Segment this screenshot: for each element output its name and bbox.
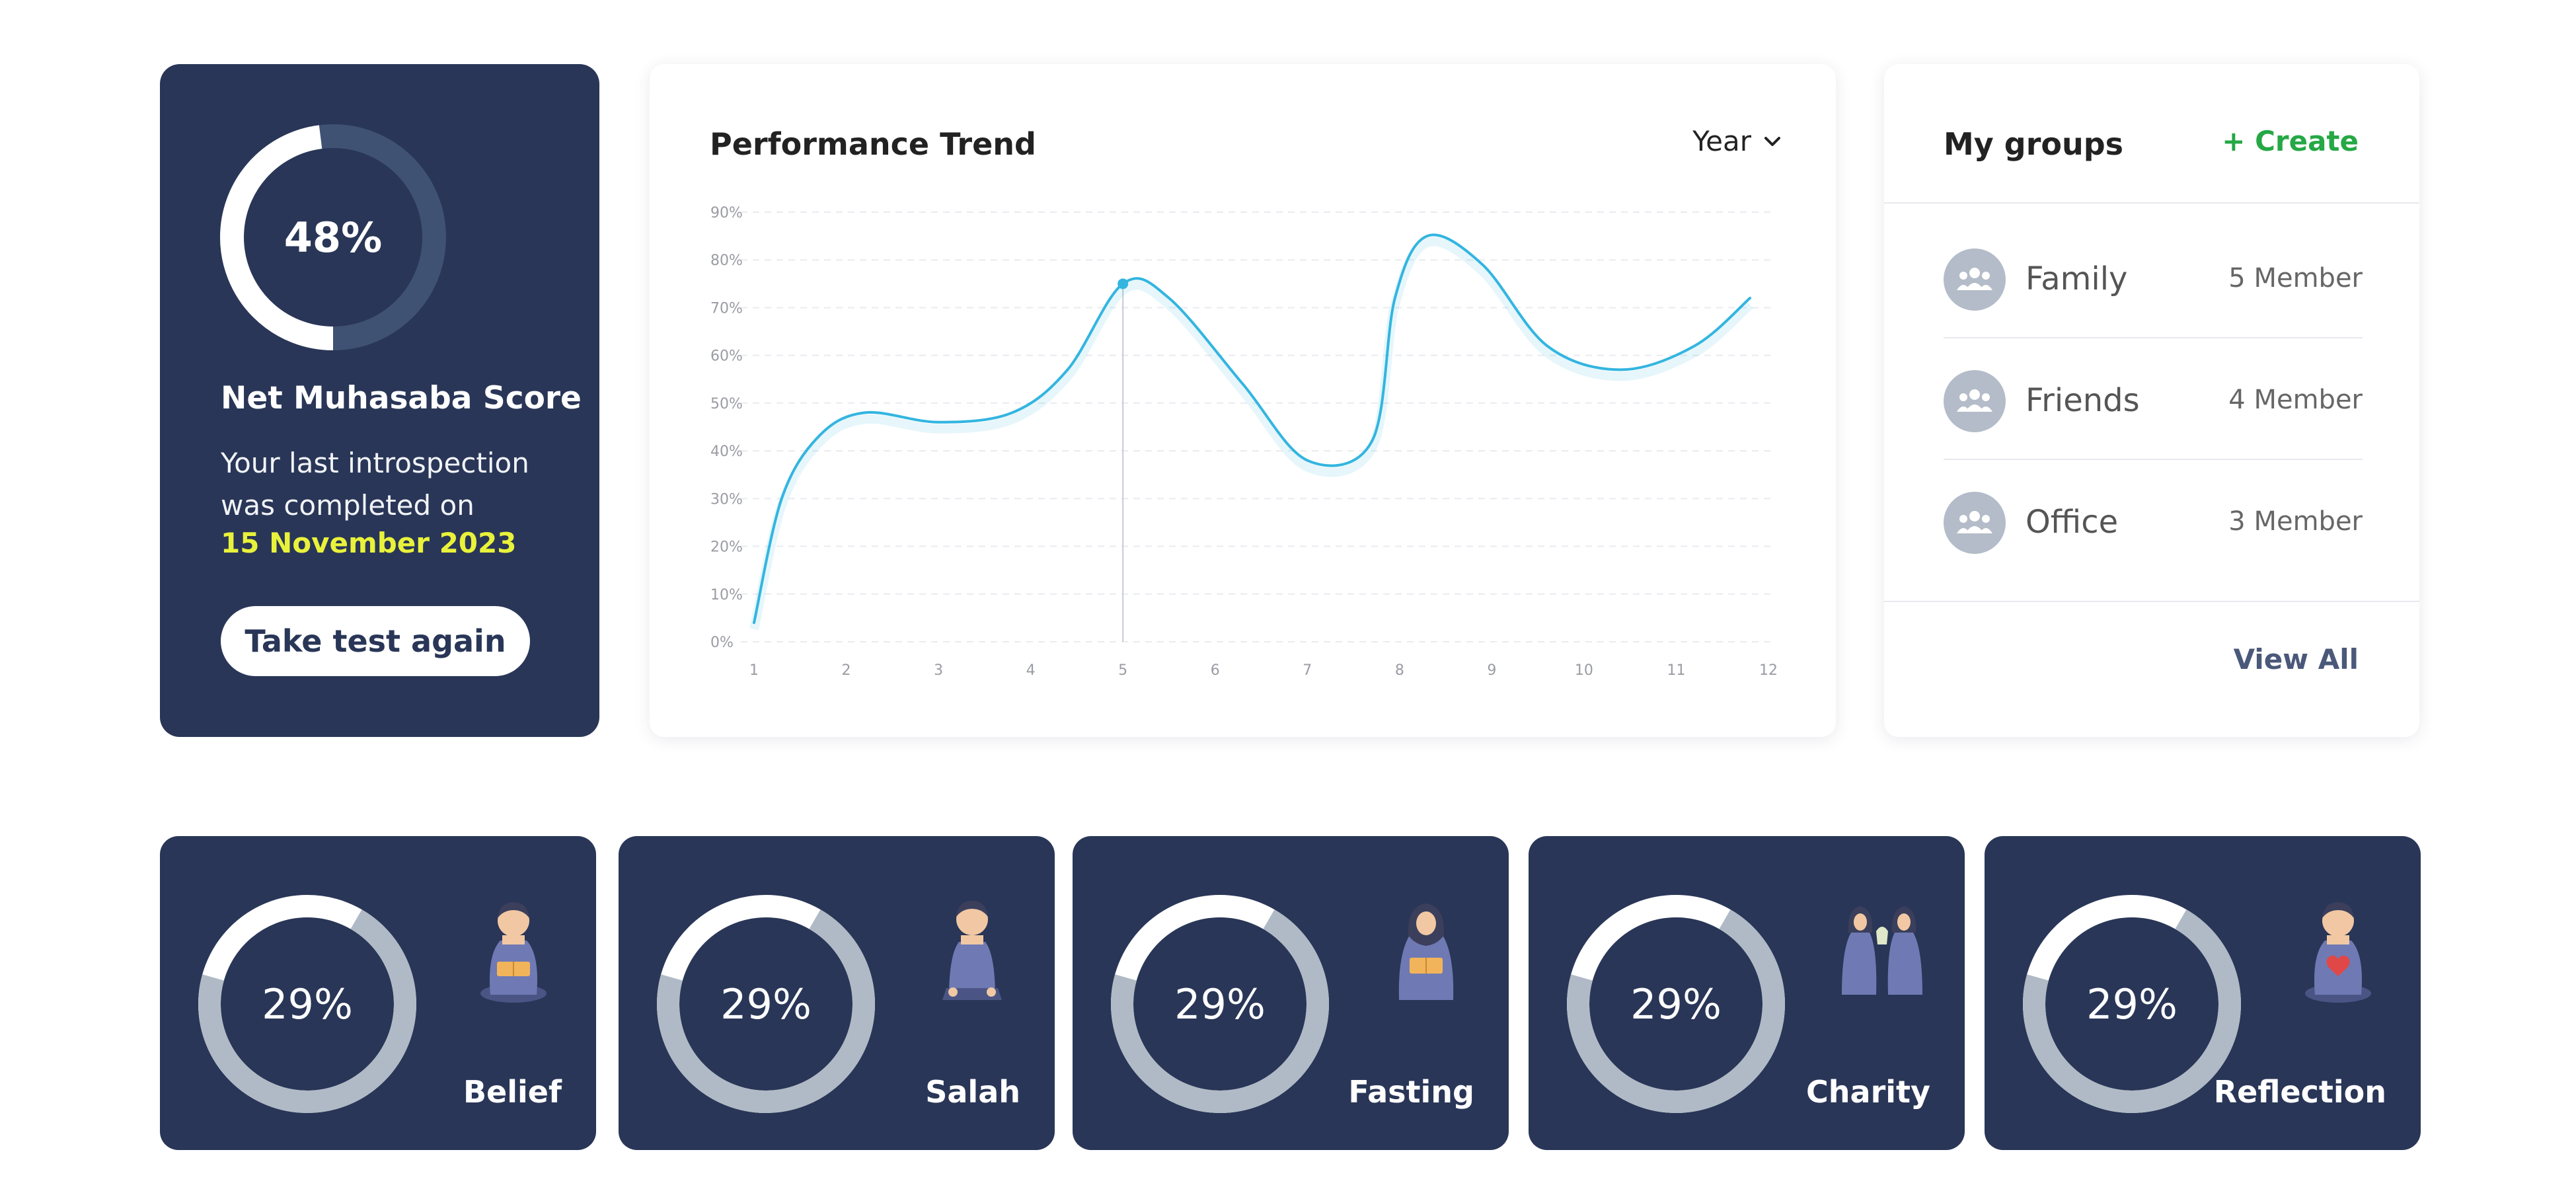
performance-trend-card: Performance Trend Year 0% 10% 20% 30% 40% 50%… <box>650 64 1836 737</box>
group-people-icon <box>1957 268 1992 290</box>
category-progress-ring <box>1567 894 1785 1113</box>
take-test-again-button[interactable]: Take test again <box>221 606 530 676</box>
x-tick-label: 10 <box>1575 662 1593 679</box>
x-tick-label: 12 <box>1759 662 1778 679</box>
period-select[interactable]: Year <box>1692 125 1782 157</box>
y-tick-label: 10% <box>710 587 743 603</box>
category-progress-ring <box>198 894 416 1113</box>
series-line <box>753 233 1752 625</box>
category-label: Salah <box>925 1074 1020 1110</box>
score-percent: 48% <box>284 213 383 262</box>
group-member-count: 4 Member <box>2228 385 2363 415</box>
group-name: Friends <box>2026 382 2140 419</box>
series-line-shadow <box>749 237 1753 631</box>
category-label: Charity <box>1806 1074 1930 1110</box>
groups-header-divider <box>1884 202 2419 204</box>
category-label: Belief <box>463 1074 562 1110</box>
period-select-value: Year <box>1692 125 1751 157</box>
category-label: Reflection <box>2213 1074 2386 1110</box>
y-tick-label: 70% <box>710 300 743 317</box>
y-tick-label: 20% <box>710 539 743 556</box>
category-progress-ring <box>2023 894 2241 1113</box>
score-date: 15 November 2023 <box>221 527 517 559</box>
x-tick-label: 3 <box>934 662 943 679</box>
category-percent: 29% <box>2086 980 2178 1028</box>
category-percent: 29% <box>1174 980 1266 1028</box>
category-progress-ring <box>1111 894 1329 1113</box>
category-progress-ring <box>657 894 875 1113</box>
category-percent: 29% <box>262 980 353 1028</box>
category-percent: 29% <box>720 980 812 1028</box>
group-row-family[interactable]: Family 5 Member <box>1944 217 2363 338</box>
group-member-count: 3 Member <box>2228 506 2363 537</box>
highlight-point <box>1118 278 1129 289</box>
trend-title: Performance Trend <box>710 126 1036 162</box>
create-group-button[interactable]: + Create <box>2222 125 2359 157</box>
y-tick-label: 0% <box>710 635 734 651</box>
performance-trend-chart: 0%10%20%30%40%50%60%70%80%90%1 2 3 4 5 6 7 8 9 10… <box>710 205 1778 679</box>
score-title: Net Muhasaba Score <box>221 380 582 416</box>
category-card-fasting[interactable]: 29% Fasting <box>1073 836 1509 1150</box>
woman-reading-icon <box>1398 904 1454 1000</box>
group-member-count: 5 Member <box>2228 263 2363 293</box>
chevron-down-icon <box>1764 136 1780 146</box>
groups-title: My groups <box>1944 126 2124 162</box>
giving-people-icon <box>1842 906 1922 995</box>
y-tick-label: 80% <box>710 252 743 269</box>
y-tick-label: 30% <box>710 491 743 508</box>
my-groups-card: My groups + Create Family 5 Member Frien… <box>1884 64 2419 737</box>
view-all-groups-link[interactable]: View All <box>2233 643 2359 675</box>
score-description: Your last introspection was completed on <box>221 447 529 521</box>
groups-footer-divider <box>1884 601 2419 602</box>
y-tick-label: 50% <box>710 396 743 412</box>
reading-person-icon <box>480 902 547 1003</box>
group-name: Family <box>2026 260 2128 297</box>
group-row-office[interactable]: Office 3 Member <box>1944 460 2363 582</box>
x-tick-label: 11 <box>1667 662 1685 679</box>
x-tick-label: 4 <box>1026 662 1036 679</box>
category-label: Fasting <box>1348 1074 1474 1110</box>
group-avatar <box>1944 370 2006 432</box>
group-row-friends[interactable]: Friends 4 Member <box>1944 338 2363 460</box>
y-tick-label: 60% <box>710 348 743 365</box>
category-card-charity[interactable]: 29% Charity <box>1529 836 1965 1150</box>
group-avatar <box>1944 492 2006 554</box>
x-tick-label: 9 <box>1487 662 1496 679</box>
group-avatar <box>1944 249 2006 311</box>
praying-person-icon <box>942 901 1002 1000</box>
x-tick-label: 5 <box>1118 662 1127 679</box>
group-people-icon <box>1957 389 1992 412</box>
category-card-reflection[interactable]: 29% Reflection <box>1985 836 2421 1150</box>
score-ring-progress <box>220 124 446 350</box>
category-card-salah[interactable]: 29% Salah <box>619 836 1055 1150</box>
x-tick-label: 8 <box>1395 662 1404 679</box>
x-tick-label: 7 <box>1303 662 1312 679</box>
y-tick-label: 40% <box>710 443 743 460</box>
person-heart-icon <box>2305 902 2371 1003</box>
category-card-belief[interactable]: 29% Belief <box>160 836 596 1150</box>
category-percent: 29% <box>1630 980 1722 1028</box>
score-progress-ring <box>220 124 446 350</box>
score-card: 48% Net Muhasaba Score Your last introsp… <box>160 64 599 737</box>
x-tick-label: 1 <box>749 662 759 679</box>
x-tick-label: 6 <box>1211 662 1220 679</box>
x-tick-label: 2 <box>842 662 851 679</box>
y-tick-label: 90% <box>710 205 743 221</box>
group-people-icon <box>1957 511 1992 533</box>
group-name: Office <box>2026 504 2119 541</box>
